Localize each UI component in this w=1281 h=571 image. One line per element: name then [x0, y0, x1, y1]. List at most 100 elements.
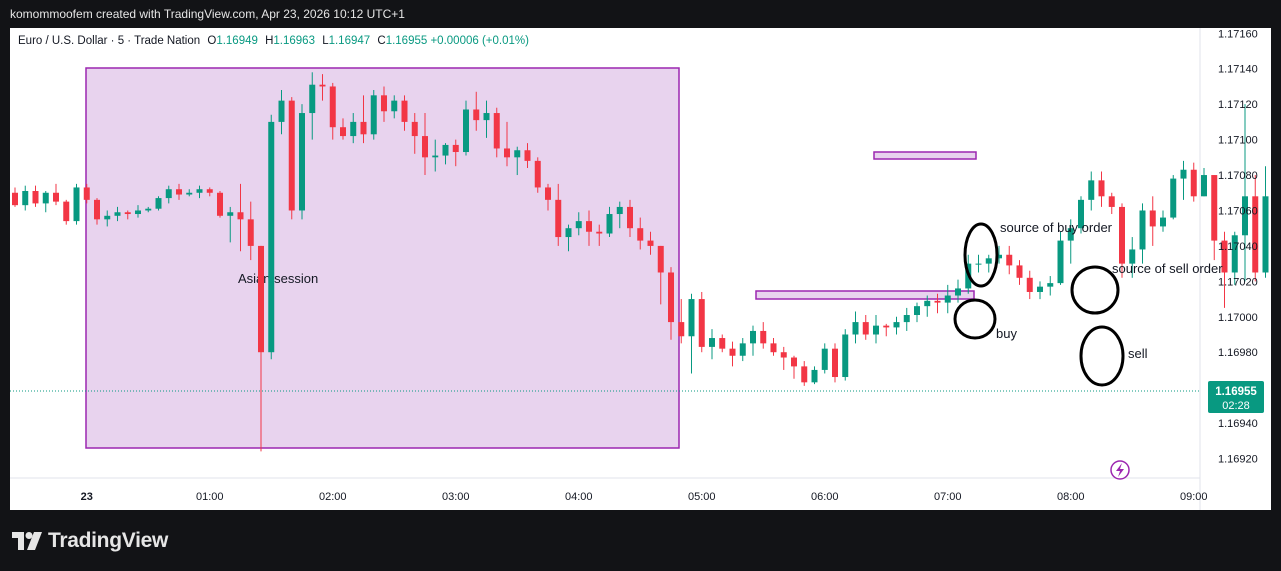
candle-up [155, 198, 162, 209]
candle-up [1078, 199, 1084, 229]
time-axis[interactable]: 23 01:00 02:00 03:00 04:00 05:00 06:00 07:00 08:… [81, 491, 1271, 503]
time-tick-label: 07:00 [934, 491, 962, 503]
lower-zone-rect[interactable] [755, 290, 975, 300]
price-tick-label: 1.16940 [1218, 418, 1258, 430]
candle-down [719, 338, 726, 349]
candle-down [422, 136, 428, 158]
candle-up [1139, 210, 1146, 250]
candle-down [647, 240, 654, 246]
candle-up [42, 192, 49, 204]
tradingview-logo[interactable]: TradingView [12, 529, 168, 553]
candle-up [22, 190, 29, 206]
candle-down [801, 366, 808, 383]
candle-up [893, 322, 900, 328]
symbol-name[interactable]: Euro / U.S. Dollar · 5 · Trade Nation [18, 35, 201, 47]
candle-down [862, 322, 869, 335]
chart-panel[interactable]: Asian session source of buy order source… [10, 28, 1271, 510]
candle-up [73, 187, 80, 222]
candle-up [114, 212, 121, 216]
candle-up [391, 100, 398, 112]
asian-session-label: Asian session [238, 271, 318, 286]
candle-up [432, 155, 439, 158]
candle-up [903, 315, 910, 323]
candle-up [1180, 169, 1187, 179]
candle-down [698, 299, 705, 347]
watermark-header: komommoofem created with TradingView.com… [0, 0, 1281, 28]
candle-up [821, 348, 828, 370]
time-tick-label: 01:00 [196, 491, 224, 503]
price-tick-label: 1.16980 [1218, 347, 1258, 359]
candle-down [381, 95, 387, 112]
candle-up [196, 189, 203, 193]
upper-zone-rect[interactable] [873, 151, 977, 160]
candle-up [463, 109, 469, 153]
candle-up [299, 113, 305, 211]
time-tick-label: 02:00 [319, 491, 347, 503]
candle-up [370, 95, 377, 135]
sell-label: sell [1128, 346, 1148, 361]
candle-down [237, 212, 244, 220]
candle-up [135, 210, 141, 215]
candle-down [770, 343, 777, 353]
candle-down [452, 144, 459, 153]
candle-up [104, 215, 111, 220]
candle-down [473, 109, 480, 121]
candle-down [545, 187, 551, 200]
candle-up [1037, 286, 1043, 292]
candle-down [288, 100, 295, 211]
candle-down [760, 330, 767, 344]
candle-up [924, 300, 931, 307]
candle-up [1262, 196, 1269, 273]
candle-up [350, 121, 357, 137]
buy-label: buy [996, 326, 1017, 341]
candle-down [534, 160, 541, 188]
price-tick-label: 1.17160 [1218, 28, 1258, 40]
candle-down [586, 221, 592, 232]
candle-down [217, 192, 223, 216]
candle-up [975, 263, 982, 265]
time-tick-label: 04:00 [565, 491, 593, 503]
candle-down [934, 300, 941, 303]
candle-down [176, 189, 182, 195]
candle-up [606, 214, 613, 234]
low-label: L [322, 35, 329, 47]
lightning-icon[interactable] [1110, 460, 1130, 480]
source-buy-label: source of buy order [1000, 220, 1113, 235]
candle-up [739, 343, 746, 356]
candle-down [678, 322, 685, 337]
footer-bar: TradingView [0, 510, 1281, 571]
candle-down [94, 199, 100, 220]
price-tick-label: 1.17020 [1218, 276, 1258, 288]
current-price-value: 1.16955 [1215, 386, 1257, 398]
high-label: H [265, 35, 274, 47]
time-tick-label: 08:00 [1057, 491, 1085, 503]
candle-down [1098, 180, 1105, 197]
candle-down [524, 150, 531, 161]
price-tick-label: 1.17140 [1218, 64, 1258, 76]
tradingview-logo-icon [12, 532, 42, 550]
source-sell-ellipse[interactable] [1070, 265, 1120, 315]
candle-down [319, 84, 326, 87]
candle-up [1088, 180, 1095, 200]
candle-up [565, 228, 572, 238]
candle-up [852, 322, 859, 335]
candle-down [360, 121, 367, 135]
candle-up [1129, 249, 1136, 264]
candle-down [504, 148, 510, 158]
buy-ellipse[interactable] [953, 298, 997, 340]
asian-session-box[interactable] [85, 67, 680, 449]
price-tick-label: 1.17060 [1218, 205, 1258, 217]
candle-down [637, 228, 644, 241]
sell-ellipse[interactable] [1079, 325, 1125, 387]
candlestick-chart[interactable]: Asian session source of buy order source… [10, 28, 1271, 510]
candle-up [145, 208, 152, 211]
price-tick-label: 1.17000 [1218, 312, 1258, 324]
candle-up [1242, 196, 1248, 236]
candle-up [309, 84, 316, 114]
tradingview-logo-text: TradingView [48, 529, 169, 552]
source-buy-ellipse[interactable] [963, 222, 999, 288]
candle-up [1160, 217, 1166, 227]
high-value: 1.16963 [273, 35, 315, 47]
open-value: 1.16949 [216, 35, 258, 47]
candle-up [688, 299, 695, 337]
